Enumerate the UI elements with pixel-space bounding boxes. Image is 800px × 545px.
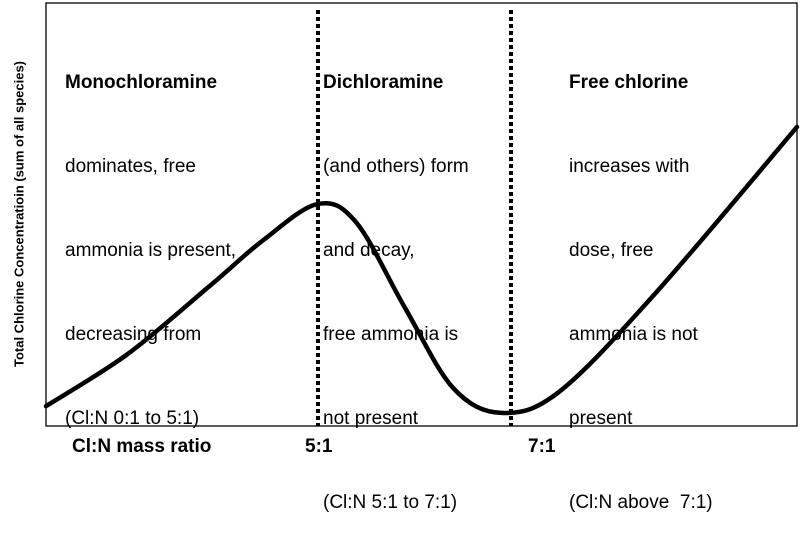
annotation-line: present xyxy=(569,408,633,429)
annotation-line: (Cl:N 0:1 to 5:1) xyxy=(65,408,200,429)
annotation-title: Free chlorine xyxy=(569,72,689,93)
plot-frame xyxy=(45,2,798,427)
annotation-line: dose, free xyxy=(569,240,654,261)
annotation-title: Monochloramine xyxy=(65,72,218,93)
annotation-line: free ammonia is xyxy=(323,324,459,345)
annotation-dichloramine: Dichloramine (and others) form and decay… xyxy=(323,13,469,545)
total-chlorine-curve xyxy=(43,124,800,416)
x-tick-label-7: 7:1 xyxy=(528,436,556,457)
annotation-free-chlorine: Free chlorine increases with dose, free … xyxy=(569,13,713,545)
chart-plot xyxy=(43,2,800,427)
y-axis-label: Total Chlorine Concentratioin (sum of al… xyxy=(11,60,27,368)
x-tick-label-5: 5:1 xyxy=(305,436,333,457)
annotation-line: and decay, xyxy=(323,240,415,261)
annotation-line: ammonia is present, xyxy=(65,240,237,261)
annotation-line: (Cl:N 5:1 to 7:1) xyxy=(323,492,458,513)
annotation-line: (and others) form xyxy=(323,156,469,177)
annotation-line: decreasing from xyxy=(65,324,202,345)
annotation-line: dominates, free xyxy=(65,156,196,177)
annotation-line: increases with xyxy=(569,156,690,177)
x-axis-label: Cl:N mass ratio xyxy=(72,436,212,457)
annotation-title: Dichloramine xyxy=(323,72,444,93)
annotation-monochloramine: Monochloramine dominates, free ammonia i… xyxy=(65,13,236,461)
annotation-line: not present xyxy=(323,408,419,429)
annotation-line: ammonia is not xyxy=(569,324,698,345)
annotation-line: (Cl:N above 7:1) xyxy=(569,492,713,513)
